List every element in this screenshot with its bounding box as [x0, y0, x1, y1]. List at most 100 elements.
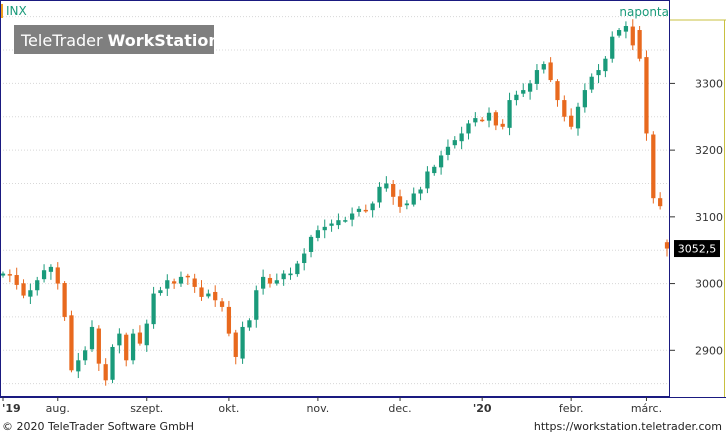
- candle-body: [534, 70, 540, 84]
- plot-area-border: [0, 0, 670, 397]
- candle-body: [569, 115, 574, 127]
- candle-body: [247, 320, 252, 328]
- x-tick-label: szept.: [130, 402, 163, 415]
- candle-body: [548, 62, 553, 81]
- y-tick-label: 3300: [695, 77, 723, 90]
- candle-body: [144, 323, 149, 346]
- candle-body: [356, 208, 362, 212]
- logo: TeleTrader WorkStation: [14, 25, 220, 54]
- candle-body: [0, 273, 6, 276]
- candle-body: [302, 253, 307, 264]
- candle-body: [48, 266, 54, 272]
- candle-body: [623, 26, 629, 32]
- candle-body: [254, 290, 259, 320]
- logo-part1: TeleTrader: [20, 31, 108, 50]
- candle-body: [322, 226, 327, 231]
- candle-body: [541, 64, 546, 70]
- candle-body: [651, 134, 656, 199]
- candle-body: [527, 83, 533, 92]
- candle-body: [288, 273, 293, 276]
- candle-body: [69, 315, 74, 371]
- candle-body: [438, 155, 444, 168]
- candle-body: [336, 220, 341, 226]
- candle-body: [219, 301, 225, 307]
- x-tick-label: '20: [473, 402, 492, 415]
- candle-body: [151, 293, 156, 325]
- candle-body: [83, 350, 88, 361]
- y-axis-ticks: 2900 3000 3100 3200 3300: [670, 77, 723, 357]
- logo-text: TeleTrader WorkStation: [20, 31, 220, 50]
- candle-body: [124, 334, 129, 361]
- candle-body: [582, 90, 587, 108]
- candle-body: [308, 236, 314, 252]
- candle-body: [267, 277, 273, 284]
- candle-body: [206, 293, 211, 297]
- candle-body: [644, 57, 649, 134]
- y-tick-label: 2900: [695, 344, 723, 357]
- x-tick-label: márc.: [631, 402, 662, 415]
- candle-body: [610, 36, 615, 59]
- candle-body: [192, 278, 197, 287]
- candle-body: [404, 203, 409, 206]
- symbol-label: INX: [6, 4, 27, 18]
- candle-body: [240, 326, 245, 359]
- candle-body: [7, 274, 12, 276]
- candle-body: [110, 346, 115, 380]
- interval-label: naponta: [619, 5, 669, 19]
- y-tick-label: 3000: [695, 278, 723, 291]
- last-price-label: 3052,5: [678, 243, 717, 256]
- footer-url[interactable]: https://workstation.teletrader.com: [533, 420, 722, 433]
- symbol-marker: [0, 4, 3, 18]
- candle-body: [343, 220, 348, 222]
- candle-body: [14, 275, 19, 285]
- candle-body: [500, 123, 505, 127]
- candle-body: [630, 26, 635, 46]
- candle-body: [493, 112, 498, 126]
- candle-body: [349, 213, 355, 220]
- candle-body: [452, 140, 457, 146]
- logo-part2: WorkStation: [108, 31, 220, 50]
- candle-body: [603, 58, 608, 72]
- candle-body: [637, 30, 642, 59]
- candle-body: [658, 198, 663, 207]
- candle-body: [377, 186, 382, 203]
- candle-body: [459, 133, 464, 142]
- candle-body: [466, 123, 471, 134]
- last-price-marker: 3052,5: [674, 240, 720, 258]
- candle-body: [370, 203, 375, 211]
- candle-body: [137, 332, 143, 344]
- x-tick-label: nov.: [306, 402, 329, 415]
- candle-body: [89, 326, 95, 350]
- candle-body: [158, 290, 163, 294]
- candle-body: [274, 280, 279, 284]
- x-tick-label: febr.: [559, 402, 584, 415]
- candle-body: [425, 171, 430, 189]
- candle-body: [507, 100, 512, 128]
- candle-body: [391, 184, 396, 197]
- candle-body: [55, 267, 60, 284]
- candle-body: [199, 287, 204, 297]
- candle-body: [315, 230, 321, 238]
- last-price-box: [674, 240, 720, 258]
- x-axis-ticks: '19 aug. szept. okt. nov. dec. '20 febr. márc.: [2, 397, 662, 415]
- candle-body: [480, 119, 485, 122]
- candle-body: [21, 283, 26, 296]
- candle-body: [418, 189, 423, 194]
- candle-body: [213, 291, 218, 301]
- candle-body: [397, 196, 403, 207]
- candle-body: [35, 280, 40, 291]
- candle-body: [130, 333, 136, 361]
- candle-body: [226, 306, 232, 334]
- candle-body: [473, 118, 478, 123]
- candle-body: [41, 270, 47, 280]
- candle-body: [432, 166, 437, 174]
- candle-body: [486, 112, 492, 121]
- candle-body: [555, 81, 560, 101]
- candle-body: [664, 242, 670, 249]
- candle-body: [445, 146, 451, 155]
- candle-body: [281, 273, 286, 280]
- x-tick-label: '19: [2, 402, 21, 415]
- candle-body: [562, 100, 567, 117]
- candle-body: [172, 281, 177, 284]
